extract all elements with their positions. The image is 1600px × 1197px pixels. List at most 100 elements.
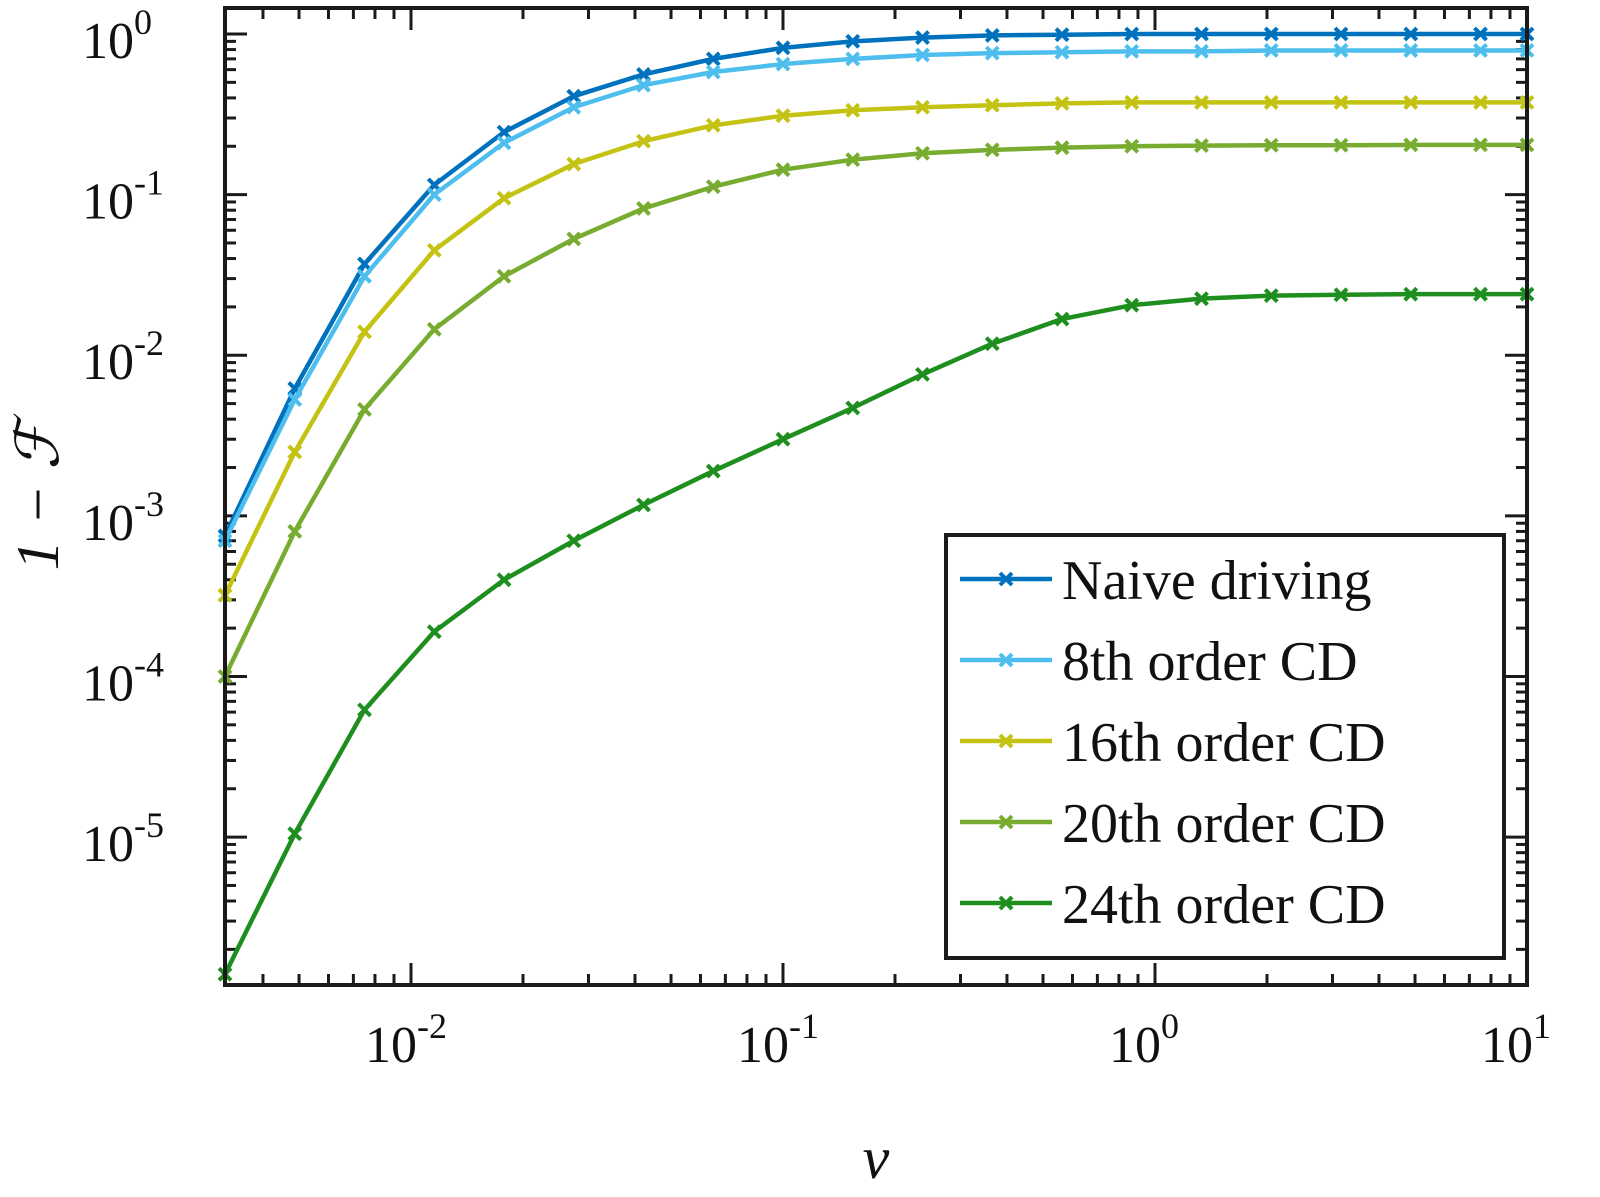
plot-frame <box>223 6 1529 987</box>
x-tick-label: 101 <box>1481 1006 1551 1074</box>
series-line <box>222 31 1527 537</box>
data-point-marker <box>984 142 1000 158</box>
data-point-marker <box>984 336 1000 352</box>
data-point-marker <box>705 51 721 67</box>
data-point-marker <box>1263 288 1279 304</box>
data-point-marker <box>845 102 861 118</box>
data-point-marker <box>1124 138 1140 154</box>
data-point-marker <box>705 117 721 133</box>
data-point-marker <box>1263 95 1279 110</box>
legend-label: 20th order CD <box>1062 793 1386 855</box>
data-point-marker <box>915 145 930 161</box>
data-point-marker <box>705 463 721 479</box>
data-point-marker <box>1263 137 1279 153</box>
data-point-marker <box>287 444 303 460</box>
legend-entry: 20th order CD <box>960 793 1386 855</box>
data-point-marker <box>915 99 930 115</box>
series-3 <box>217 95 1535 603</box>
data-point-marker <box>1473 26 1488 42</box>
data-point-marker <box>566 231 582 247</box>
data-point-marker <box>845 152 861 168</box>
series-1 <box>217 26 1535 544</box>
data-point-marker <box>984 45 1000 61</box>
data-point-marker <box>1333 95 1349 110</box>
x-tick-label: 10-2 <box>365 1006 447 1074</box>
data-point-marker <box>845 51 861 67</box>
y-tick-label: 10-3 <box>82 484 164 552</box>
y-tick-label: 10-4 <box>82 644 164 712</box>
data-point-marker <box>915 366 930 382</box>
data-point-marker <box>775 431 791 447</box>
data-point-marker <box>1263 26 1279 42</box>
legend-entry: 8th order CD <box>960 631 1358 693</box>
data-point-marker <box>357 256 372 272</box>
data-point-marker <box>1403 26 1419 42</box>
data-point-marker <box>1333 137 1349 153</box>
data-point-marker <box>1403 137 1419 153</box>
data-point-marker <box>426 624 442 640</box>
data-point-marker <box>775 162 791 178</box>
x-tick-label: 100 <box>1109 1006 1179 1074</box>
data-point-marker <box>1263 43 1279 58</box>
series-line <box>222 100 1527 597</box>
series-2 <box>217 43 1535 549</box>
legend-entry: 16th order CD <box>960 712 1386 774</box>
legend-entry: Naive driving <box>960 550 1371 612</box>
legend-swatch-marker <box>998 652 1014 668</box>
data-point-marker <box>1054 311 1070 327</box>
legend-swatch-marker <box>998 571 1014 587</box>
data-point-marker <box>636 77 651 93</box>
data-point-marker <box>636 133 651 149</box>
data-point-marker <box>1403 95 1419 110</box>
data-point-marker <box>705 179 721 195</box>
data-point-marker <box>1473 95 1488 110</box>
data-point-marker <box>357 702 372 718</box>
legend-label: 8th order CD <box>1062 631 1358 693</box>
data-point-marker <box>636 201 651 216</box>
legend-label: 16th order CD <box>1062 712 1386 774</box>
data-point-marker <box>1124 43 1140 59</box>
data-point-marker <box>915 30 930 45</box>
data-point-marker <box>1194 291 1209 307</box>
data-point-marker <box>845 400 861 416</box>
data-point-marker <box>357 324 372 340</box>
x-tick-label: 10-1 <box>737 1006 819 1074</box>
data-point-marker <box>1473 43 1488 58</box>
data-point-marker <box>1403 286 1419 302</box>
legend-swatch-marker <box>998 733 1014 749</box>
data-point-marker <box>287 524 303 539</box>
legend-swatch-marker <box>998 895 1014 911</box>
series-line <box>222 291 1527 976</box>
data-point-marker <box>566 99 582 115</box>
series-line <box>222 142 1527 678</box>
data-point-marker <box>984 27 1000 43</box>
data-point-marker <box>705 64 721 80</box>
data-point-marker <box>775 56 791 72</box>
data-point-marker <box>426 187 442 203</box>
data-point-marker <box>566 533 582 549</box>
data-point-marker <box>1124 95 1140 110</box>
x-axis-title: v <box>863 1125 890 1191</box>
data-point-marker <box>636 497 651 513</box>
y-tick-label: 10-1 <box>82 163 164 231</box>
data-point-marker <box>1194 26 1209 42</box>
data-point-marker <box>496 190 512 206</box>
legend-entry: 24th order CD <box>960 874 1386 936</box>
legend: Naive driving 8th order CD 16th order CD 20… <box>944 533 1506 960</box>
data-point-marker <box>566 156 582 172</box>
data-point-marker <box>357 268 372 284</box>
data-point-marker <box>357 401 372 417</box>
y-tick-label: 100 <box>82 2 152 70</box>
data-point-marker <box>1194 43 1209 59</box>
data-point-marker <box>287 826 303 842</box>
y-tick-label: 10-5 <box>82 805 164 873</box>
data-point-marker <box>1124 297 1140 313</box>
data-point-marker <box>1473 137 1488 153</box>
data-point-marker <box>1473 286 1488 302</box>
data-point-marker <box>775 40 791 56</box>
data-point-marker <box>1333 287 1349 303</box>
data-point-marker <box>1403 43 1419 58</box>
data-point-marker <box>1333 43 1349 58</box>
series-line <box>222 48 1527 542</box>
